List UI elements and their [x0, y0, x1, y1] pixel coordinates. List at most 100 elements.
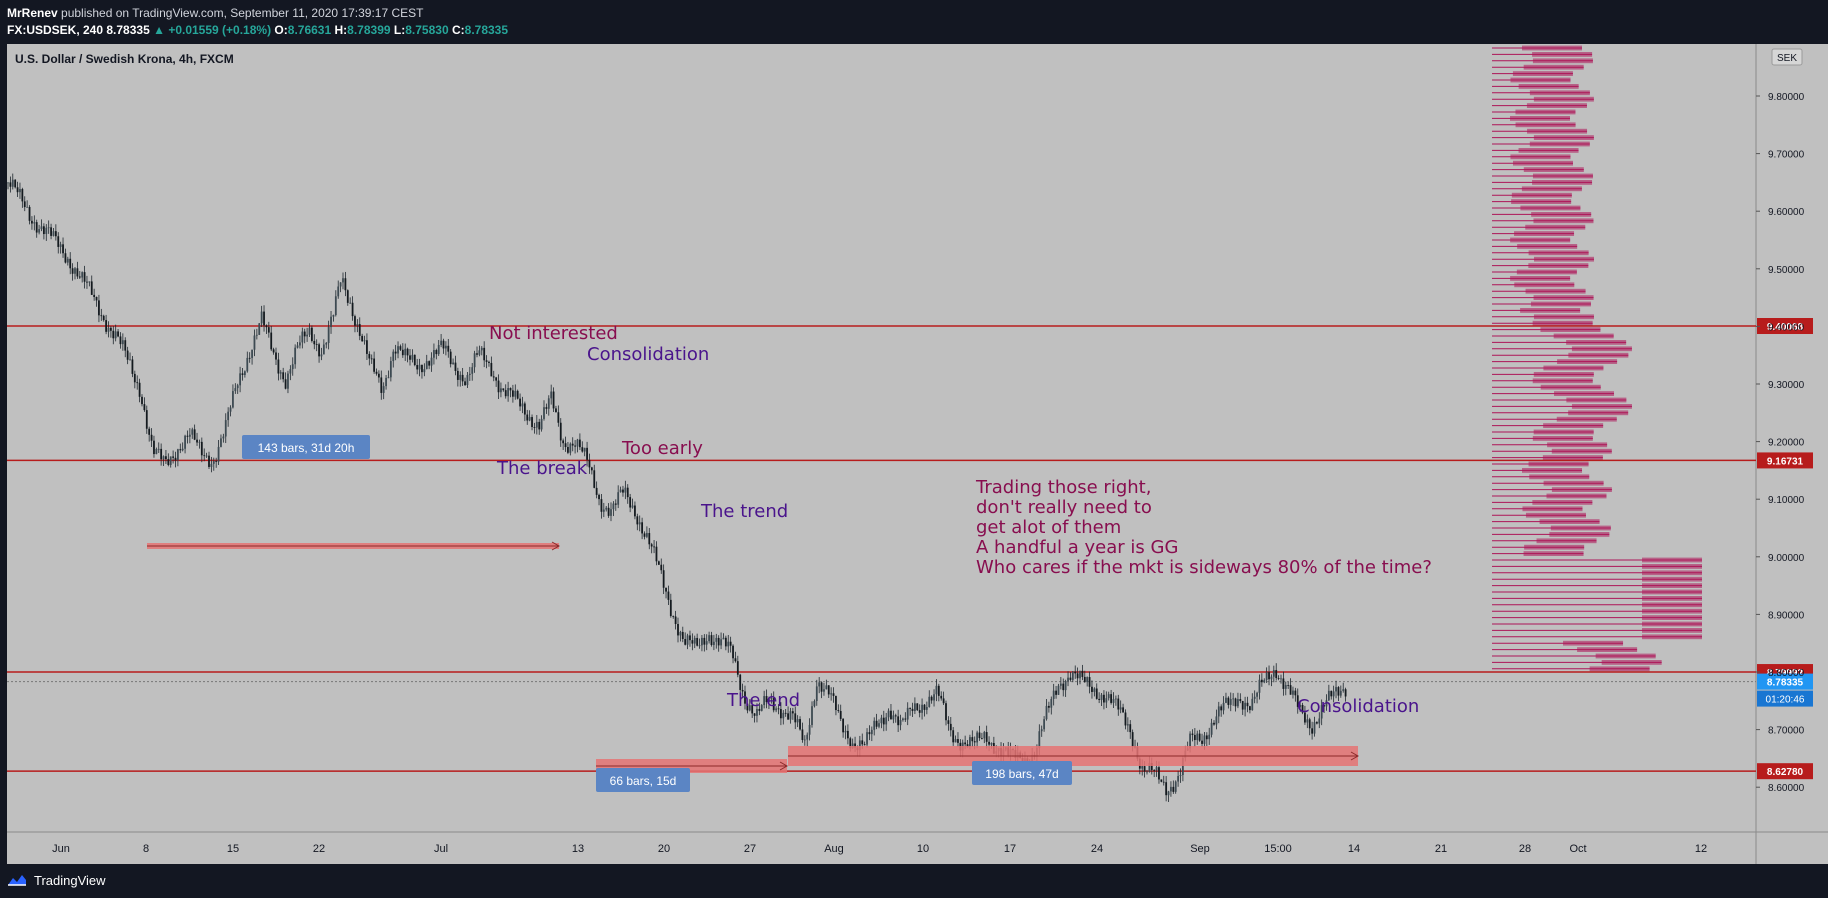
candle-body — [476, 353, 478, 355]
volume-profile-block — [1642, 608, 1702, 614]
candle-body — [86, 281, 88, 283]
candle-body — [1244, 702, 1247, 710]
candle-body — [550, 391, 553, 399]
candle-body — [1225, 697, 1227, 703]
annotation-text[interactable]: The end — [726, 690, 800, 711]
candle-body — [1143, 766, 1146, 772]
candle-body — [911, 708, 914, 712]
brand-label[interactable]: TradingView — [34, 873, 106, 888]
candle-body — [109, 327, 112, 331]
volume-profile-block — [1571, 404, 1632, 409]
candle-body — [1246, 702, 1249, 707]
volume-profile-block — [1642, 596, 1702, 601]
candle-body — [299, 342, 301, 346]
candle-body — [28, 206, 31, 221]
horizontal-levels[interactable]: 9.40068 9.16731 8.79992 8.62780 8.78335 01:20… — [7, 318, 1813, 780]
annotation-text[interactable]: Consolidation — [1297, 696, 1419, 717]
candle-body — [818, 682, 821, 687]
candle-body — [430, 357, 433, 366]
candle-body — [1323, 705, 1325, 707]
candle-body — [1265, 672, 1268, 680]
tradingview-logo-icon[interactable] — [6, 872, 28, 888]
candle-body — [174, 457, 177, 461]
annotation-text[interactable]: Too early — [621, 438, 703, 459]
candle-body — [890, 710, 892, 720]
publisher-name[interactable]: MrRenev — [7, 6, 58, 20]
candle-body — [150, 434, 153, 441]
candle-body — [858, 740, 861, 751]
candle-body — [117, 331, 119, 337]
time-axis[interactable] — [7, 832, 1828, 864]
candle-body — [526, 414, 529, 421]
candle-body — [765, 696, 768, 703]
candle-body — [1292, 690, 1294, 695]
candle-body — [576, 439, 579, 447]
candle-body — [1239, 699, 1242, 702]
candle-body — [763, 696, 766, 706]
candle-body — [169, 456, 172, 465]
candle-body — [782, 712, 785, 719]
candle-body — [514, 390, 517, 397]
candle-body — [172, 456, 175, 458]
annotation-text[interactable]: The trend — [700, 501, 788, 522]
candle-body — [435, 350, 438, 355]
volume-profile-block — [1510, 237, 1571, 243]
date-ranges[interactable]: 143 bars, 31d 20h 66 bars, 15d 198 bars, 4… — [147, 435, 1360, 792]
candle-body — [471, 367, 474, 374]
candle-body — [519, 398, 521, 407]
candle-body — [614, 503, 617, 505]
candle-body — [866, 732, 868, 745]
candle-body — [734, 658, 737, 662]
volume-profile-block — [1571, 346, 1632, 352]
candle-body — [624, 487, 627, 493]
note-line[interactable]: don't really need to — [976, 497, 1152, 518]
candle-body — [636, 516, 639, 525]
symbol-label[interactable]: FX:USDSEK, 240 — [7, 23, 104, 37]
volume-profile-block — [1525, 512, 1586, 518]
date-range-label: 66 bars, 15d — [610, 774, 677, 788]
high-value: 8.78399 — [347, 23, 391, 37]
candle-body — [1148, 763, 1151, 772]
candle-body — [143, 404, 146, 411]
candle-body — [983, 732, 986, 739]
candle-body — [212, 461, 215, 464]
candle-body — [1296, 695, 1299, 707]
candle-body — [827, 685, 830, 695]
candle-body — [1277, 678, 1280, 679]
candle-body — [1141, 766, 1144, 769]
annotation-text[interactable]: The break — [496, 458, 588, 479]
note-line[interactable]: get alot of them — [976, 517, 1121, 538]
candle-body — [1052, 690, 1055, 700]
candle-body — [442, 340, 445, 349]
annotation-text[interactable]: Not interested — [489, 323, 618, 344]
candle-body — [468, 373, 471, 376]
candle-body — [1339, 690, 1342, 696]
candle-body — [495, 377, 498, 381]
currency-badge[interactable] — [1771, 48, 1803, 66]
candle-body — [332, 315, 335, 317]
candle-body — [1232, 698, 1235, 700]
candle-body — [870, 729, 873, 735]
note-line[interactable]: Trading those right, — [975, 477, 1151, 498]
candle-body — [258, 323, 261, 335]
note-line[interactable]: Who cares if the mkt is sideways 80% of … — [976, 557, 1432, 578]
price-chart[interactable]: 9.40068 9.16731 8.79992 8.62780 8.78335 01:20… — [0, 44, 1828, 864]
candle-body — [1191, 733, 1194, 735]
candle-body — [502, 388, 505, 391]
candle-body — [954, 739, 957, 743]
volume-profile-block — [1532, 52, 1593, 57]
annotation-text[interactable]: Consolidation — [587, 344, 709, 365]
candle-body — [42, 226, 45, 235]
candle-body — [1201, 740, 1203, 744]
candle-body — [942, 698, 945, 704]
candle-body — [78, 276, 81, 278]
note-line[interactable]: A handful a year is GG — [976, 537, 1178, 558]
candle-body — [308, 327, 311, 335]
candle-body — [531, 417, 533, 427]
level-price-label: 8.79992 — [1767, 668, 1804, 679]
candle-body — [203, 455, 206, 457]
candle-body — [401, 349, 404, 356]
candle-body — [535, 421, 538, 428]
candle-body — [1330, 690, 1333, 697]
